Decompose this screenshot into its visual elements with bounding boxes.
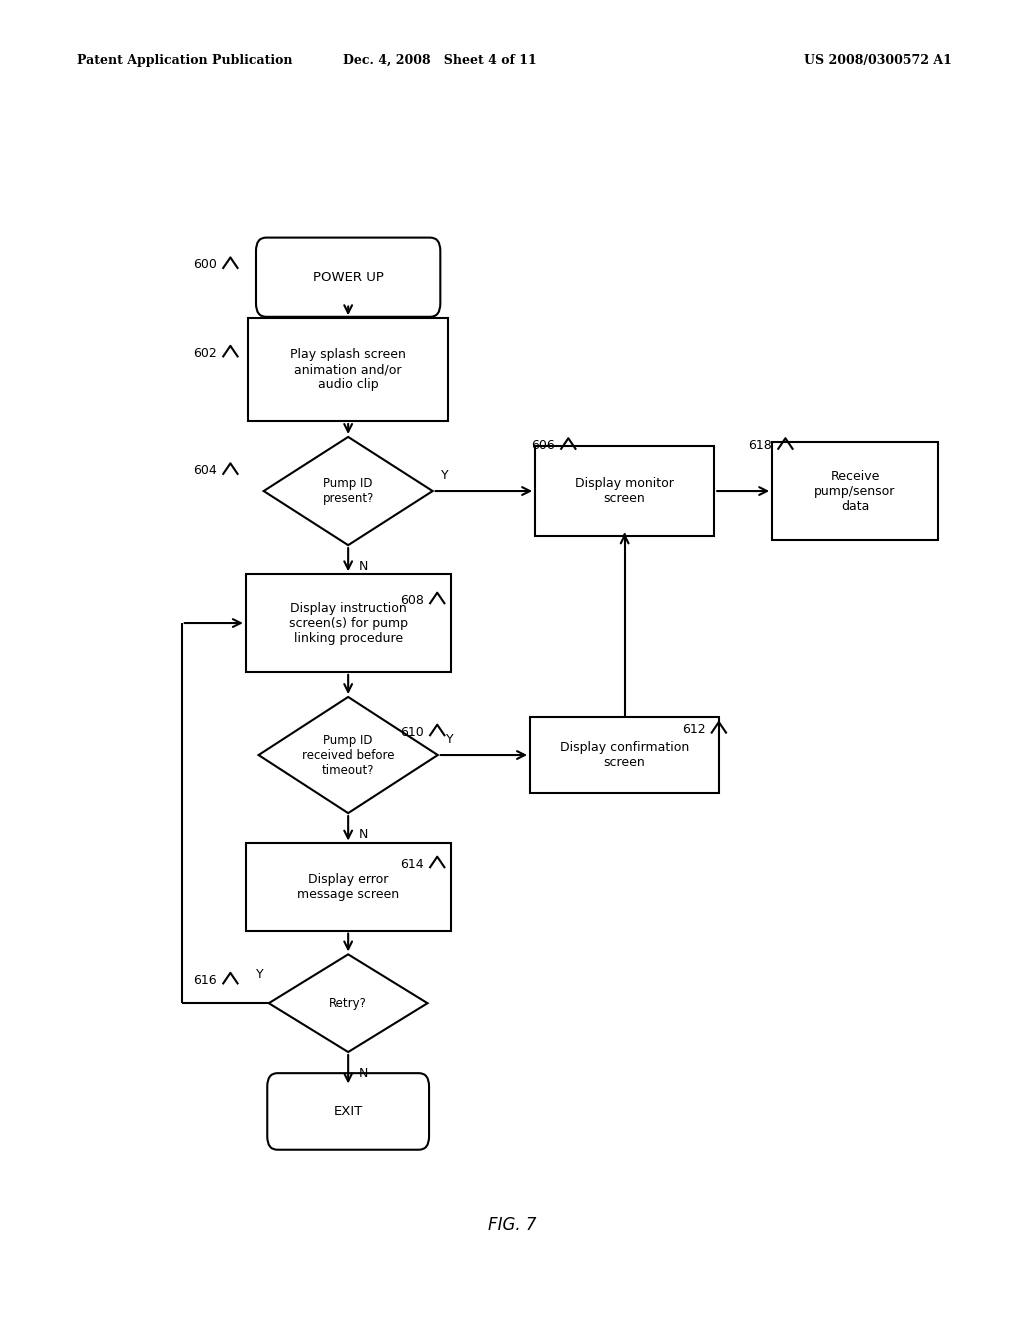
Polygon shape: [259, 697, 438, 813]
Text: Display confirmation
screen: Display confirmation screen: [560, 741, 689, 770]
Text: 604: 604: [194, 465, 217, 478]
Text: 600: 600: [194, 259, 217, 272]
Text: 618: 618: [749, 440, 772, 453]
Bar: [249, 318, 449, 421]
Text: Display instruction
screen(s) for pump
linking procedure: Display instruction screen(s) for pump l…: [289, 602, 408, 644]
Text: Pump ID
present?: Pump ID present?: [323, 477, 374, 506]
Bar: [246, 574, 451, 672]
FancyBboxPatch shape: [256, 238, 440, 317]
Text: 610: 610: [400, 726, 424, 739]
Text: Play splash screen
animation and/or
audio clip: Play splash screen animation and/or audi…: [290, 348, 407, 391]
Text: 616: 616: [194, 974, 217, 987]
Text: Receive
pump/sensor
data: Receive pump/sensor data: [814, 470, 896, 512]
Text: N: N: [358, 1067, 368, 1080]
Text: Y: Y: [441, 469, 449, 482]
Text: N: N: [358, 828, 368, 841]
Bar: [535, 446, 715, 536]
Text: N: N: [358, 560, 368, 573]
Text: 612: 612: [682, 723, 706, 737]
Text: EXIT: EXIT: [334, 1105, 362, 1118]
Text: Display monitor
screen: Display monitor screen: [575, 477, 674, 506]
Text: POWER UP: POWER UP: [312, 271, 384, 284]
Polygon shape: [264, 437, 433, 545]
FancyBboxPatch shape: [267, 1073, 429, 1150]
Text: 602: 602: [194, 347, 217, 360]
Text: 606: 606: [531, 440, 555, 453]
Bar: [772, 442, 938, 540]
Text: Patent Application Publication: Patent Application Publication: [77, 54, 292, 67]
Polygon shape: [268, 954, 428, 1052]
Text: Display error
message screen: Display error message screen: [297, 873, 399, 902]
Text: Dec. 4, 2008   Sheet 4 of 11: Dec. 4, 2008 Sheet 4 of 11: [343, 54, 538, 67]
Text: 614: 614: [400, 858, 424, 871]
Text: Y: Y: [446, 733, 454, 746]
Bar: [246, 843, 451, 931]
Text: Pump ID
received before
timeout?: Pump ID received before timeout?: [302, 734, 394, 776]
Text: 608: 608: [400, 594, 424, 607]
Text: Retry?: Retry?: [330, 997, 367, 1010]
Text: Y: Y: [256, 968, 264, 981]
Text: FIG. 7: FIG. 7: [487, 1216, 537, 1234]
Text: US 2008/0300572 A1: US 2008/0300572 A1: [805, 54, 952, 67]
Bar: [530, 717, 719, 793]
